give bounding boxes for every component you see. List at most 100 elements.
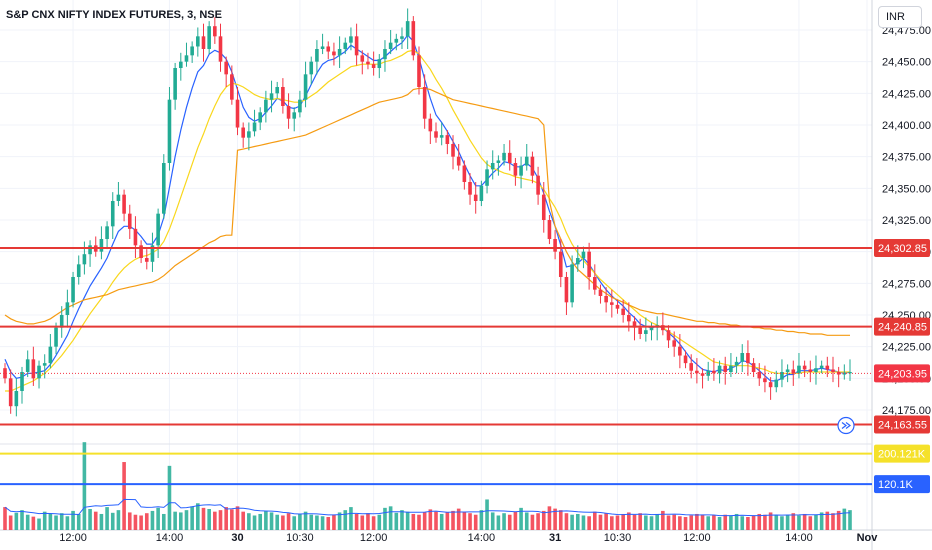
candle-body <box>700 373 705 376</box>
candle-body <box>666 330 671 341</box>
candle-body <box>383 49 387 60</box>
volume-bar <box>644 515 648 530</box>
volume-bar <box>3 507 7 530</box>
time-axis[interactable]: 12:00 14:00 30 10:30 12:00 14:00 31 10:30 12:00 1… <box>59 532 878 544</box>
volume-bar <box>320 516 325 530</box>
volume-bar <box>570 514 574 530</box>
candle-body <box>468 182 472 195</box>
volume-bar <box>763 514 767 530</box>
volume-bar <box>746 517 750 530</box>
candle-body <box>530 156 535 176</box>
candle-body <box>179 61 183 68</box>
volume-bar <box>683 517 688 530</box>
volume-bar <box>734 513 739 530</box>
candle-body <box>456 156 461 166</box>
volume-bar <box>252 515 257 530</box>
candle-body <box>326 46 331 52</box>
volume-bar <box>700 514 705 530</box>
currency-badge[interactable]: INR <box>878 6 922 28</box>
volume-bar <box>490 512 495 530</box>
volume-bar <box>14 512 19 530</box>
volume-bar <box>173 511 177 530</box>
candle-body <box>445 135 450 144</box>
candle-body <box>564 277 569 303</box>
candle-body <box>604 296 608 303</box>
price-tick-label: 24,400.00 <box>882 120 931 132</box>
candle-body <box>394 38 399 43</box>
volume-bar <box>99 513 104 530</box>
volume-bar <box>689 515 694 530</box>
volume-bar <box>343 510 348 530</box>
volume-bar <box>25 514 30 530</box>
volume-bar <box>230 509 234 530</box>
volume-bar <box>502 513 506 530</box>
volume-bar <box>337 512 342 530</box>
candle-body <box>428 118 433 132</box>
candle-body <box>213 26 217 37</box>
volume-bar <box>672 514 676 530</box>
volume-bar <box>530 514 535 530</box>
volume-bar <box>31 516 36 530</box>
candle-body <box>490 163 495 170</box>
volume-bar <box>349 507 353 530</box>
candle-body <box>269 93 274 100</box>
price-tick-label: 24,450.00 <box>882 57 931 69</box>
volume-bar <box>553 508 557 530</box>
volume-bar <box>360 515 365 530</box>
candle-body <box>598 289 603 296</box>
volume-bar <box>814 514 818 530</box>
volume-bar <box>524 512 529 530</box>
candle-body <box>349 36 353 43</box>
candle-body <box>252 122 257 132</box>
volume-bar <box>20 510 24 530</box>
time-jump-icon-arrows <box>841 422 851 429</box>
time-jump-icon[interactable] <box>837 416 855 435</box>
candle-body <box>315 49 319 62</box>
candle-body <box>422 87 427 119</box>
volume-bar <box>666 515 671 530</box>
candle-body <box>59 315 64 328</box>
volume-bar <box>592 511 597 530</box>
volume-bar <box>224 507 228 530</box>
candle-body <box>127 213 132 229</box>
price-tick-label: 24,475.00 <box>882 25 931 37</box>
horizontal-levels[interactable] <box>0 247 872 426</box>
volume-bar <box>309 514 314 530</box>
volume-bar <box>303 511 308 530</box>
volume-bar <box>383 507 387 530</box>
candle-body <box>343 42 348 49</box>
candle-body <box>377 59 382 68</box>
candle-body <box>797 365 801 374</box>
candle-body <box>581 251 586 258</box>
candle-body <box>808 369 813 372</box>
candle-body <box>230 74 234 100</box>
candle-body <box>451 144 455 157</box>
candle-body <box>37 365 41 379</box>
candle-body <box>638 327 642 334</box>
candle-body <box>337 49 342 56</box>
volume-bar <box>439 513 444 530</box>
candle-body <box>575 258 580 265</box>
volume-bar <box>394 512 399 530</box>
volume-bar <box>133 514 138 530</box>
volume-bar <box>326 517 331 530</box>
volume-bar <box>167 465 172 530</box>
volume-bar <box>65 516 70 530</box>
time-tick-label: 30 <box>231 532 243 544</box>
volume-bar <box>627 512 631 530</box>
volume-bar <box>417 514 421 530</box>
time-tick-label: 12:00 <box>360 532 388 544</box>
candle-body <box>3 368 7 379</box>
volume-bar <box>780 516 784 530</box>
volume-bar <box>258 513 263 530</box>
volume-bar <box>558 510 563 530</box>
candle-body <box>320 46 325 49</box>
candle-body <box>774 379 779 388</box>
candle-body <box>258 112 263 123</box>
candle-body <box>621 308 625 315</box>
candle-body <box>76 264 81 277</box>
candle-body <box>757 372 762 379</box>
candles <box>3 8 852 417</box>
